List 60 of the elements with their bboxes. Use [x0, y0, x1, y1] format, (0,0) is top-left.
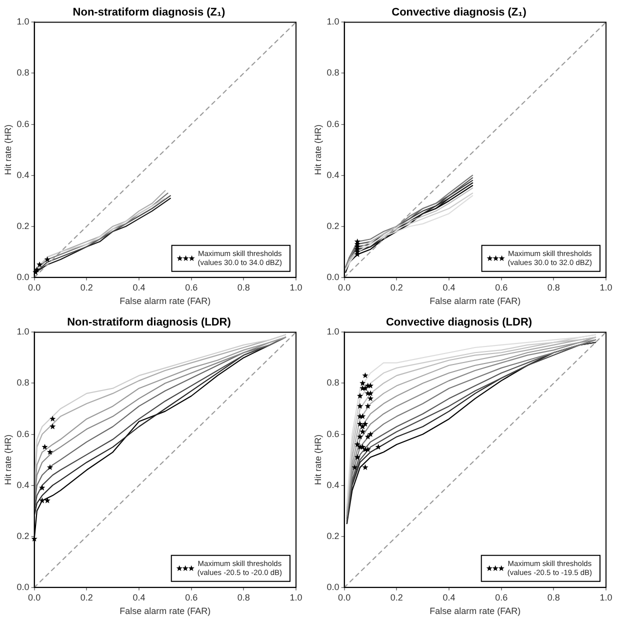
x-tick-label: 0.0 — [338, 592, 351, 602]
y-tick-label: 0.0 — [326, 272, 340, 282]
x-tick-label: 0.2 — [390, 282, 403, 292]
x-tick-label: 1.0 — [600, 592, 612, 602]
y-tick-label: 0.2 — [326, 220, 340, 231]
chart-title: Non-stratiform diagnosis (LDR) — [67, 316, 232, 329]
y-tick-label: 0.6 — [326, 428, 340, 439]
x-tick-label: 0.6 — [185, 592, 198, 602]
x-tick-label: 0.2 — [390, 592, 403, 602]
y-tick-label: 0.4 — [16, 480, 30, 490]
x-tick-label: 0.2 — [80, 282, 93, 292]
y-tick-label: 1.0 — [16, 326, 30, 337]
chart-title: Convective diagnosis (Z₁) — [392, 6, 527, 19]
y-tick-label: 0.6 — [16, 118, 30, 129]
x-tick-label: 0.4 — [132, 282, 146, 292]
x-tick-label: 0.4 — [132, 592, 146, 602]
y-tick-label: 0.0 — [16, 582, 30, 592]
chart-title: Convective diagnosis (LDR) — [386, 316, 532, 329]
x-tick-label: 0.4 — [442, 592, 456, 602]
y-tick-label: 0.6 — [326, 118, 340, 129]
y-tick-label: 0.4 — [16, 170, 30, 180]
y-tick-label: 0.8 — [326, 378, 340, 388]
x-tick-label: 0.6 — [495, 592, 508, 602]
x-tick-label: 0.4 — [442, 282, 456, 292]
y-tick-label: 0.4 — [326, 480, 340, 490]
y-axis-title: Hit rate (HR) — [2, 124, 13, 176]
x-tick-label: 0.0 — [28, 282, 41, 292]
y-tick-label: 0.8 — [16, 378, 30, 388]
x-axis-title: False alarm rate (FAR) — [120, 296, 211, 306]
y-tick-label: 0.2 — [326, 530, 340, 541]
x-axis-title: False alarm rate (FAR) — [120, 606, 211, 616]
chart-title: Non-stratiform diagnosis (Z₁) — [72, 6, 226, 19]
y-tick-label: 0.0 — [16, 272, 30, 282]
y-tick-label: 0.2 — [16, 530, 30, 541]
y-tick-label: 0.2 — [16, 220, 30, 231]
y-tick-label: 1.0 — [16, 16, 30, 27]
y-tick-label: 0.8 — [326, 68, 340, 78]
x-tick-label: 0.8 — [547, 282, 560, 292]
y-axis-title: Hit rate (HR) — [312, 434, 323, 486]
y-axis-title: Hit rate (HR) — [2, 434, 13, 486]
x-tick-label: 0.8 — [237, 592, 250, 602]
y-tick-label: 0.6 — [16, 428, 30, 439]
x-axis-title: False alarm rate (FAR) — [430, 606, 521, 616]
x-tick-label: 0.2 — [80, 592, 93, 602]
y-tick-label: 1.0 — [326, 16, 340, 27]
x-tick-label: 0.8 — [237, 282, 250, 292]
x-tick-label: 0.8 — [547, 592, 560, 602]
y-tick-label: 0.4 — [326, 170, 340, 180]
x-tick-label: 1.0 — [290, 282, 302, 292]
y-tick-label: 1.0 — [326, 326, 340, 337]
x-tick-label: 0.6 — [185, 282, 198, 292]
y-axis-title: Hit rate (HR) — [312, 124, 323, 176]
x-tick-label: 1.0 — [600, 282, 612, 292]
x-axis-title: False alarm rate (FAR) — [430, 296, 521, 306]
y-tick-label: 0.8 — [16, 68, 30, 78]
x-tick-label: 1.0 — [290, 592, 302, 602]
x-tick-label: 0.6 — [495, 282, 508, 292]
x-tick-label: 0.0 — [338, 282, 351, 292]
y-tick-label: 0.0 — [326, 582, 340, 592]
x-tick-label: 0.0 — [28, 592, 41, 602]
